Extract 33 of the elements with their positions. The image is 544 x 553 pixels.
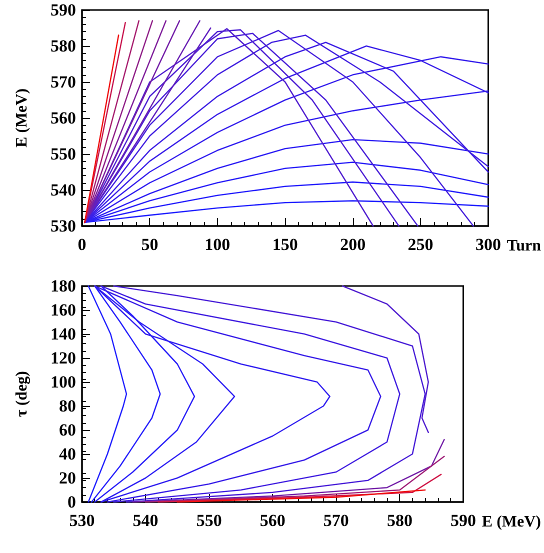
x-tick-label: 150 <box>272 235 298 254</box>
x-tick-label: 250 <box>408 235 434 254</box>
y-tick-label: 0 <box>68 492 76 512</box>
y-tick-label: 560 <box>50 108 76 128</box>
x-tick-label: 50 <box>141 235 158 254</box>
y-tick-label: 530 <box>50 216 76 236</box>
y-tick-label: 120 <box>50 348 76 368</box>
x-axis-title: Turn <box>506 238 542 254</box>
x-tick-label: 580 <box>386 511 412 530</box>
x-tick-label: 570 <box>323 511 349 530</box>
y-tick-label: 580 <box>50 36 76 56</box>
x-tick-label: 300 <box>476 235 501 254</box>
x-tick-label: 100 <box>204 235 230 254</box>
y-tick-label: 80 <box>59 396 76 416</box>
y-tick-label: 180 <box>50 276 76 296</box>
y-tick-label: 540 <box>50 180 76 200</box>
x-axis-title: E (MeV) <box>482 514 541 530</box>
x-tick-label: 550 <box>196 511 222 530</box>
x-tick-label: 200 <box>340 235 366 254</box>
y-tick-label: 140 <box>50 324 76 344</box>
y-tick-label: 570 <box>50 72 76 92</box>
x-tick-label: 540 <box>132 511 158 530</box>
x-tick-label: 560 <box>260 511 286 530</box>
y-tick-label: 100 <box>50 372 76 392</box>
y-tick-label: 550 <box>50 144 76 164</box>
y-axis-title: τ (deg) <box>14 370 30 418</box>
y-axis-title: E (MeV) <box>14 88 30 148</box>
y-tick-label: 60 <box>59 420 76 440</box>
y-tick-label: 160 <box>50 300 76 320</box>
y-tick-label: 590 <box>50 0 76 20</box>
x-tick-label: 590 <box>450 511 476 530</box>
y-tick-label: 20 <box>59 468 76 488</box>
y-tick-label: 40 <box>59 444 76 464</box>
